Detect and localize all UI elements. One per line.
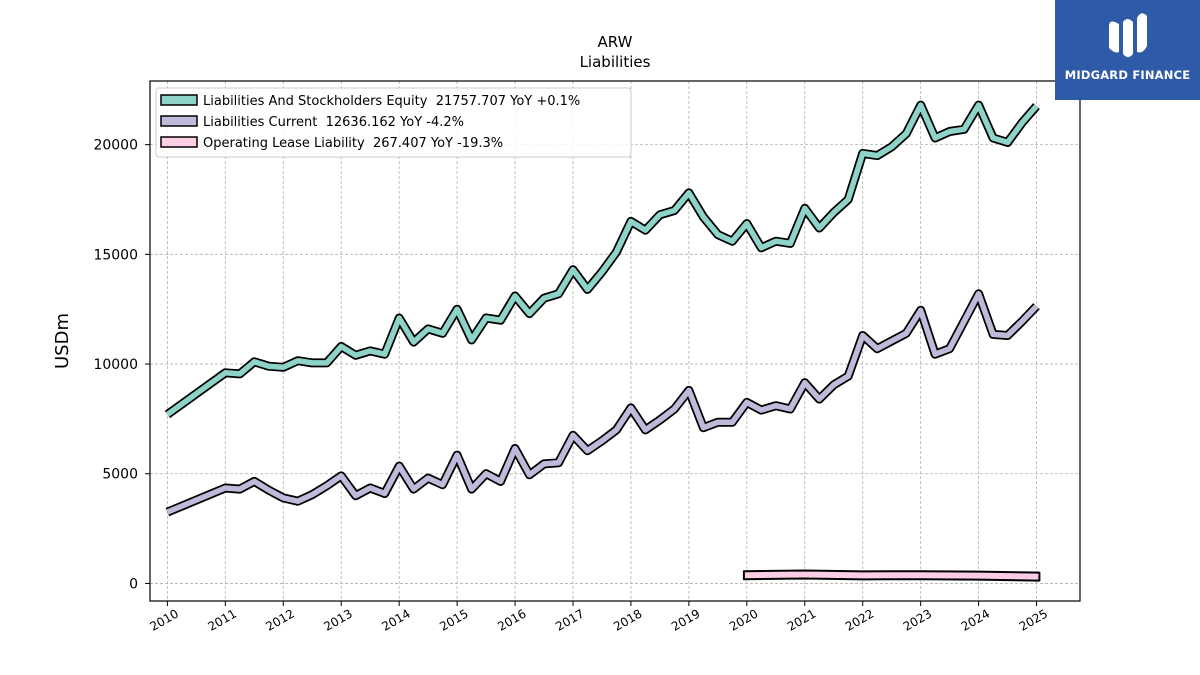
- x-tick-label: 2024: [959, 606, 992, 633]
- legend-label: Operating Lease Liability 267.407 YoY -1…: [203, 136, 503, 151]
- x-tick-label: 2018: [611, 606, 644, 633]
- chart-subtitle: Liabilities: [580, 53, 651, 71]
- x-tick-label: 2025: [1017, 606, 1050, 633]
- legend: Liabilities And Stockholders Equity 2175…: [155, 87, 632, 158]
- x-tick-label: 2023: [901, 606, 934, 633]
- legend-label: Liabilities And Stockholders Equity 2175…: [203, 94, 580, 109]
- legend-swatch: [160, 115, 198, 127]
- y-tick-label: 10000: [93, 357, 138, 373]
- legend-swatch: [160, 136, 198, 148]
- legend-label: Liabilities Current 12636.162 YoY -4.2%: [203, 115, 464, 130]
- series-operating-lease-liability: [742, 569, 1041, 582]
- x-tick-label: 2013: [321, 606, 354, 633]
- brand-name: MIDGARD FINANCE: [1064, 68, 1191, 82]
- x-tick-label: 2010: [148, 606, 181, 633]
- series-liabilities-and-equity: [165, 102, 1039, 417]
- y-axis-label: USDm: [52, 313, 73, 369]
- x-tick-label: 2011: [205, 606, 238, 633]
- x-tick-label: 2021: [785, 606, 818, 633]
- series-layer: [164, 100, 1041, 582]
- series-liabilities-current: [166, 291, 1039, 515]
- y-axis: 0 5000 10000 15000 20000: [93, 138, 150, 592]
- legend-box: [155, 87, 632, 158]
- series-liabilities-current-outline: [165, 289, 1040, 517]
- y-tick-label: 0: [129, 576, 138, 592]
- legend-swatch: [160, 94, 198, 106]
- x-tick-label: 2016: [495, 606, 528, 633]
- x-tick-label: 2012: [263, 606, 296, 633]
- x-axis: 2010 2011 2012 2013 2014 2015 2016 2017 2018 2019…: [148, 601, 1050, 634]
- grid: [150, 81, 1080, 601]
- y-tick-label: 15000: [93, 247, 138, 263]
- plot-frame: [149, 80, 1081, 602]
- y-tick-label: 5000: [102, 467, 138, 483]
- brand-mark-icon: [1109, 13, 1147, 57]
- x-tick-label: 2019: [669, 606, 702, 633]
- x-tick-label: 2017: [553, 606, 586, 633]
- x-tick-label: 2022: [843, 606, 876, 633]
- x-tick-label: 2014: [379, 606, 412, 633]
- brand-logo: MIDGARD FINANCE: [1055, 0, 1200, 100]
- x-tick-label: 2015: [437, 606, 470, 633]
- y-tick-label: 20000: [93, 138, 138, 154]
- chart-title: ARW: [598, 33, 633, 51]
- x-tick-label: 2020: [727, 606, 760, 633]
